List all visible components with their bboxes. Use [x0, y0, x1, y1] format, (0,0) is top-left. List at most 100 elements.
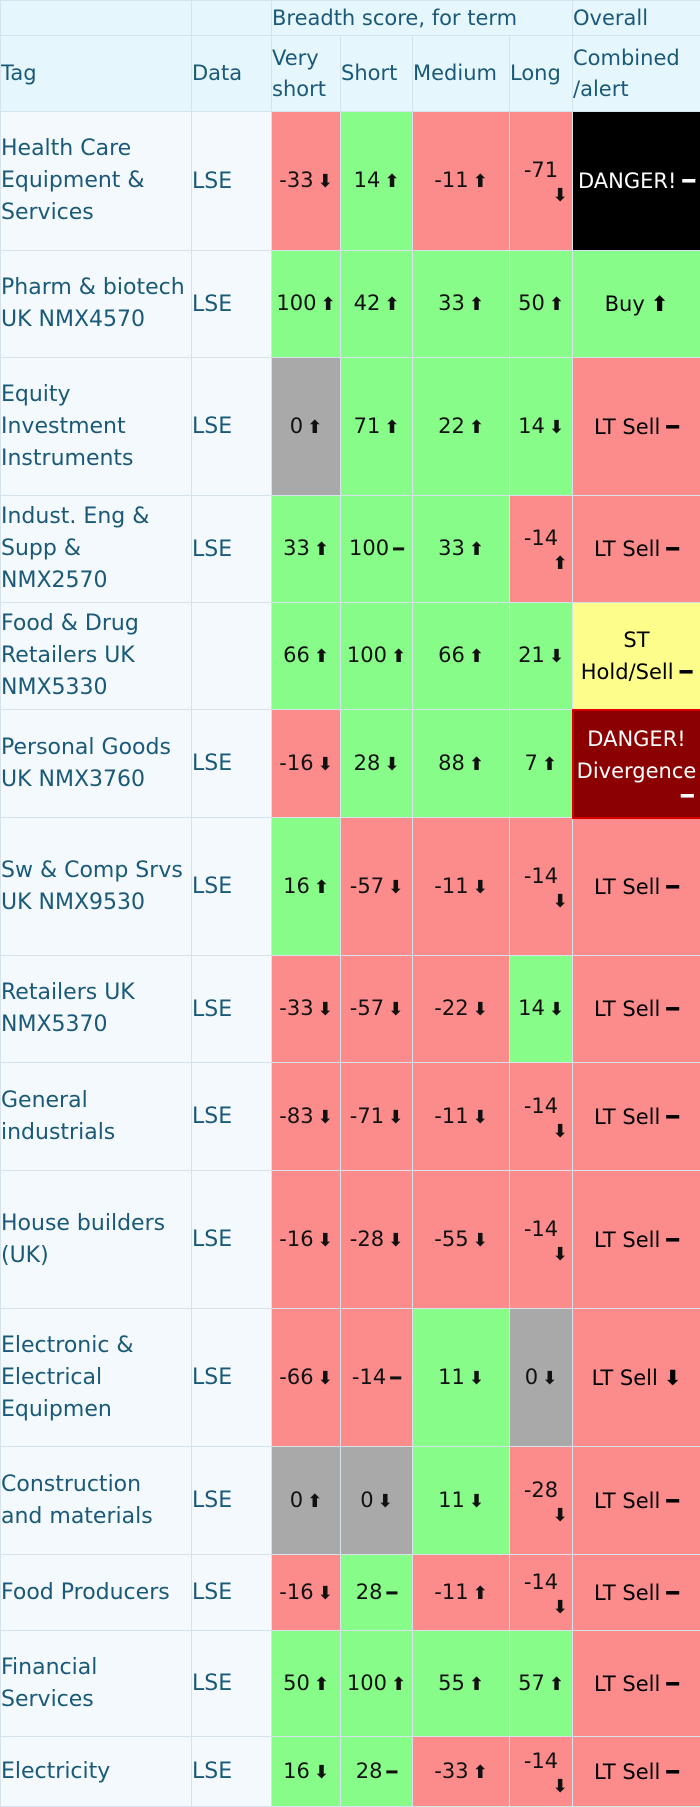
score-cell: 28━ — [341, 1555, 413, 1631]
score-cell: 28━ — [341, 1737, 413, 1807]
header-short: Short — [341, 36, 413, 112]
down-arrow-icon: ⬇ — [548, 185, 572, 207]
score-cell: -11⬆ — [413, 1555, 510, 1631]
overall-text: LT Sell — [594, 415, 660, 439]
data-source-cell: LSE — [192, 1555, 272, 1631]
score-value: 50 — [283, 1671, 310, 1695]
overall-text-line: DANGER! — [587, 727, 685, 751]
down-arrow-icon: ⬇ — [473, 1103, 488, 1133]
up-arrow-icon: ⬆ — [384, 167, 399, 197]
overall-text: LT Sell — [594, 997, 660, 1021]
down-arrow-icon: ⬇ — [318, 1579, 333, 1609]
data-source-cell: LSE — [192, 710, 272, 818]
down-arrow-icon: ⬇ — [548, 1244, 572, 1266]
up-arrow-icon: ⬆ — [469, 413, 484, 443]
score-cell: -16⬇ — [272, 710, 341, 818]
score-cell: -14⬇ — [510, 1737, 573, 1807]
tag-line: UK NMX9530 — [1, 890, 145, 915]
score-value: -57 — [350, 874, 384, 898]
header-combined-line1: Combined — [573, 46, 680, 70]
header-medium: Medium — [413, 36, 510, 112]
overall-text: LT Sell — [594, 1489, 660, 1513]
tag-line: Electronic & — [1, 1333, 134, 1358]
score-value: 66 — [438, 643, 465, 667]
up-arrow-icon: ⬆ — [549, 1670, 564, 1700]
score-cell: 0⬆ — [272, 1447, 341, 1555]
tag-line: Personal Goods — [1, 735, 171, 760]
score-cell: 50⬆ — [272, 1631, 341, 1737]
down-arrow-icon: ⬇ — [314, 1758, 329, 1788]
flat-dash-icon: ━ — [666, 415, 679, 439]
tag-line: Electrical — [1, 1365, 102, 1390]
score-cell: -16⬇ — [272, 1171, 341, 1309]
score-cell: 100━ — [341, 496, 413, 603]
data-source-cell: LSE — [192, 1309, 272, 1447]
header-blank — [192, 1, 272, 36]
tag-line: Food & Drug — [1, 611, 139, 636]
down-arrow-icon: ⬇ — [318, 1103, 333, 1133]
score-value: 28 — [356, 1580, 383, 1604]
data-source-cell: LSE — [192, 112, 272, 251]
overall-alert-cell: LT Sell━ — [573, 1737, 700, 1807]
header-very-short-line2: short — [272, 77, 326, 101]
overall-alert-cell: LT Sell━ — [573, 1631, 700, 1737]
score-cell: -57⬇ — [341, 818, 413, 956]
score-value: 33 — [438, 291, 465, 315]
overall-alert-cell: Buy⬆ — [573, 251, 700, 358]
score-value: 22 — [438, 414, 465, 438]
score-cell: -71⬇ — [341, 1063, 413, 1171]
score-cell: -66⬇ — [272, 1309, 341, 1447]
flat-dash-icon: ━ — [386, 1758, 397, 1788]
tag-line: Services — [1, 200, 94, 225]
score-value: 14 — [518, 414, 545, 438]
up-arrow-icon: ⬆ — [384, 290, 399, 320]
data-source-cell: LSE — [192, 251, 272, 358]
score-value: 0 — [525, 1365, 538, 1389]
score-cell: -11⬇ — [413, 1063, 510, 1171]
score-cell: 42⬆ — [341, 251, 413, 358]
up-arrow-icon: ⬆ — [469, 535, 484, 565]
up-arrow-icon: ⬆ — [314, 873, 329, 903]
score-cell: 0⬇ — [510, 1309, 573, 1447]
data-source-cell: LSE — [192, 496, 272, 603]
score-cell: 33⬆ — [413, 251, 510, 358]
score-value: 71 — [354, 414, 381, 438]
score-cell: 50⬆ — [510, 251, 573, 358]
score-value: 14 — [354, 168, 381, 192]
score-cell: -57⬇ — [341, 956, 413, 1063]
flat-dash-icon: ━ — [680, 660, 693, 684]
overall-alert-cell: LT Sell⬇ — [573, 1309, 700, 1447]
tag-line: Health Care — [1, 136, 131, 161]
overall-text-line: Divergence — [577, 759, 697, 783]
score-cell: 57⬆ — [510, 1631, 573, 1737]
tag-line: NMX5330 — [1, 675, 108, 700]
score-value: -22 — [434, 996, 468, 1020]
tag-line: Indust. Eng & — [1, 504, 149, 529]
up-arrow-icon: ⬆ — [469, 642, 484, 672]
score-value: -14 — [524, 1217, 558, 1241]
data-source-cell: LSE — [192, 1447, 272, 1555]
score-cell: 28⬇ — [341, 710, 413, 818]
score-value: 66 — [283, 643, 310, 667]
down-arrow-icon: ⬇ — [548, 891, 572, 913]
tag-line: House builders — [1, 1211, 165, 1236]
score-value: 16 — [283, 874, 310, 898]
header-long: Long — [510, 36, 573, 112]
overall-text-line: ST — [623, 628, 649, 652]
down-arrow-icon: ⬇ — [388, 873, 403, 903]
flat-dash-icon: ━ — [386, 1579, 397, 1609]
score-cell: 71⬆ — [341, 358, 413, 496]
score-cell: -16⬇ — [272, 1555, 341, 1631]
overall-alert-cell: LT Sell━ — [573, 1171, 700, 1309]
